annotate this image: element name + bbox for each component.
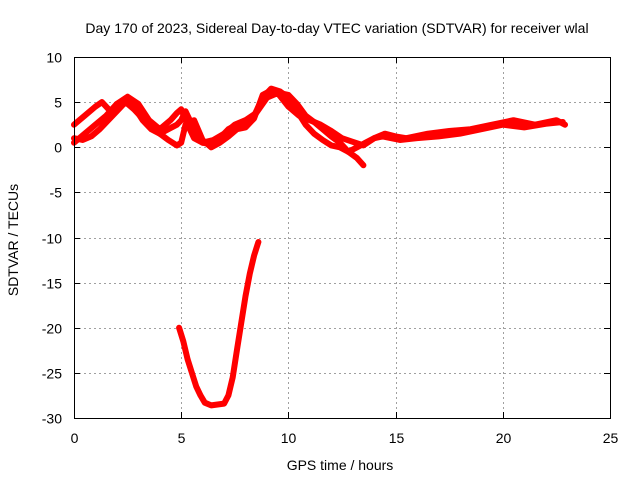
x-tick-label: 25 — [603, 430, 619, 446]
y-tick-label: -10 — [42, 231, 62, 247]
series-line-track-d — [176, 239, 262, 409]
x-axis-title: GPS time / hours — [287, 457, 394, 473]
y-tick-label: -30 — [42, 411, 62, 427]
y-tick-label: -25 — [42, 366, 62, 382]
x-tick-label: 0 — [71, 430, 79, 446]
x-tick-label: 5 — [178, 430, 186, 446]
y-tick-label: -5 — [50, 185, 63, 201]
x-tick-label: 20 — [496, 430, 512, 446]
x-tick-labels: 0 5 10 15 20 25 — [71, 430, 619, 446]
chart-title: Day 170 of 2023, Sidereal Day-to-day VTE… — [85, 20, 588, 36]
y-tick-label: 0 — [54, 140, 62, 156]
series-group — [71, 85, 568, 409]
y-tick-label: 10 — [46, 50, 62, 66]
x-tick-label: 10 — [281, 430, 297, 446]
ticks — [74, 57, 611, 419]
y-tick-label: -20 — [42, 321, 62, 337]
x-tick-label: 15 — [389, 430, 405, 446]
y-axis-title: SDTVAR / TECUs — [5, 184, 21, 296]
y-tick-labels: -30 -25 -20 -15 -10 -5 0 5 10 — [42, 50, 62, 427]
series-line-track-b — [71, 90, 568, 149]
series-line-track-c — [71, 87, 367, 169]
y-tick-label: 5 — [54, 95, 62, 111]
grid — [74, 57, 610, 418]
y-tick-label: -15 — [42, 276, 62, 292]
